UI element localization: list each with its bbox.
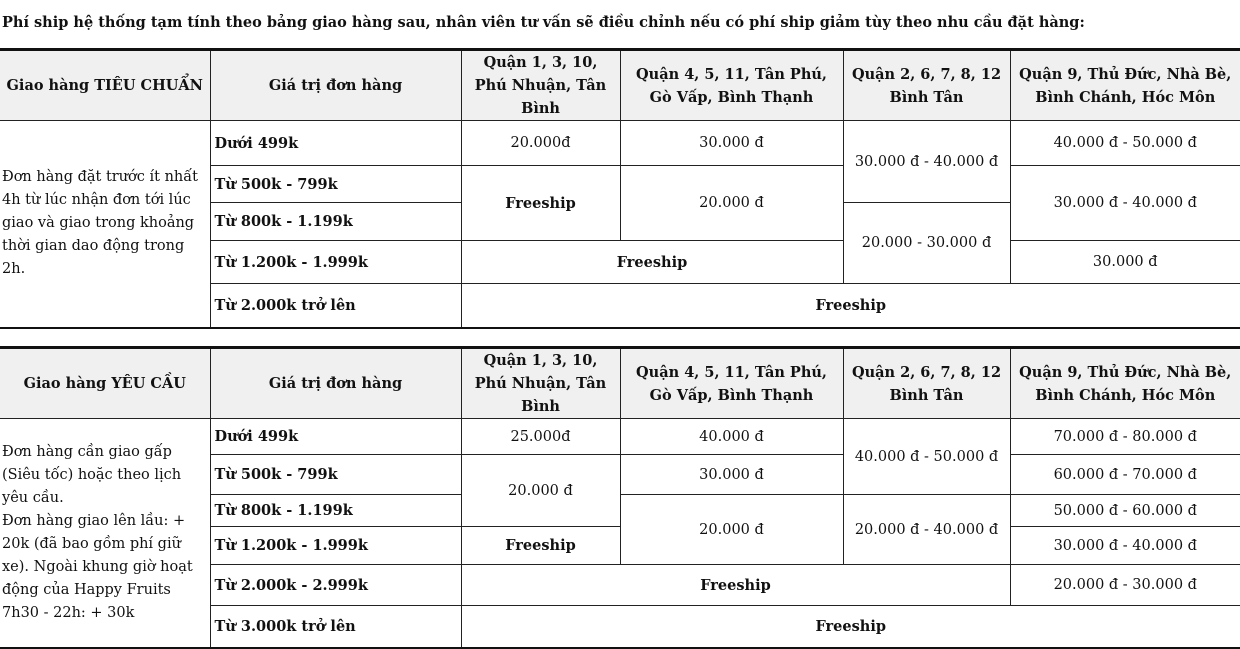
shipping-fee-cell: 60.000 đ - 70.000 đ <box>1009 454 1240 495</box>
order-value-range: Từ 1.200k - 1.999k <box>209 526 462 565</box>
table-row: Đơn hàng cần giao gấp (Siêu tốc) hoặc th… <box>0 418 1240 648</box>
shipping-fee-cell: Freeship <box>460 283 1240 328</box>
standard-delivery-table: Giao hàng TIÊU CHUẨN Giá trị đơn hàng Quận… <box>0 48 1240 329</box>
table-row: Đơn hàng đặt trước ít nhất 4h từ lúc nhậ… <box>0 120 1240 328</box>
column-header: Quận 2, 6, 7, 8, 12 Bình Tân <box>842 49 1011 121</box>
column-header: Giao hàng YÊU CẦU <box>0 347 211 419</box>
shipping-fee-cell: 40.000 đ - 50.000 đ <box>1009 120 1240 166</box>
shipping-fee-cell: 50.000 đ - 60.000 đ <box>1009 494 1240 527</box>
shipping-fee-cell: 20.000đ <box>460 120 621 166</box>
delivery-description: Đơn hàng đặt trước ít nhất 4h từ lúc nhậ… <box>0 120 211 328</box>
column-header: Quận 2, 6, 7, 8, 12 Bình Tân <box>842 347 1011 419</box>
table-row: Từ 1.200k - 1.999k Freeship 30.000 đ <box>0 240 1240 284</box>
column-header: Quận 9, Thủ Đức, Nhà Bè, Bình Chánh, Hóc… <box>1009 49 1240 121</box>
shipping-fee-cell: 20.000 đ - 40.000 đ <box>842 494 1011 565</box>
shipping-fee-cell: 40.000 đ - 50.000 đ <box>842 418 1011 495</box>
order-value-range: Từ 3.000k trở lên <box>209 605 462 648</box>
table-row: Từ 800k - 1.199k 20.000 đ 20.000 đ - 40.00… <box>0 494 1240 565</box>
shipping-fee-cell: Freeship <box>460 605 1240 648</box>
table-row: Từ 500k - 799k 20.000 đ 30.000 đ 60.000 đ -… <box>0 454 1240 527</box>
order-value-range: Từ 2.000k - 2.999k <box>209 564 462 606</box>
order-value-range: Từ 800k - 1.199k <box>209 494 462 527</box>
column-header: Quận 4, 5, 11, Tân Phú, Gò Vấp, Bình Thạ… <box>619 347 844 419</box>
shipping-fee-cell: Freeship <box>460 240 844 284</box>
shipping-fee-cell: 20.000 đ <box>619 494 844 565</box>
shipping-fee-cell: 30.000 đ - 40.000 đ <box>1009 526 1240 565</box>
column-header: Giá trị đơn hàng <box>209 347 462 419</box>
shipping-fee-cell: 30.000 đ <box>619 454 844 495</box>
column-header: Quận 4, 5, 11, Tân Phú, Gò Vấp, Bình Thạ… <box>619 49 844 121</box>
order-value-range: Từ 500k - 799k <box>209 165 462 203</box>
shipping-fee-cell: 20.000 đ <box>619 165 844 241</box>
column-header: Giao hàng TIÊU CHUẨN <box>0 49 211 121</box>
table-row: Từ 2.000k trở lên Freeship <box>0 283 1240 328</box>
shipping-fee-cell: 25.000đ <box>460 418 621 455</box>
shipping-fee-cell: Freeship <box>460 526 621 565</box>
shipping-fee-cell: 30.000 đ - 40.000 đ <box>842 120 1011 203</box>
table-row: Từ 1.200k - 1.999k Freeship 30.000 đ - 40.… <box>0 526 1240 565</box>
column-header: Giá trị đơn hàng <box>209 49 462 121</box>
shipping-fee-cell: 30.000 đ <box>619 120 844 166</box>
on-demand-delivery-table: Giao hàng YÊU CẦU Giá trị đơn hàng Quận 1,… <box>0 346 1240 649</box>
order-value-range: Từ 2.000k trở lên <box>209 283 462 328</box>
shipping-fee-cell: 20.000 đ - 30.000 đ <box>1009 564 1240 606</box>
shipping-fee-cell: Freeship <box>460 165 621 241</box>
shipping-fee-cell: 40.000 đ <box>619 418 844 455</box>
column-header: Quận 1, 3, 10, Phú Nhuận, Tân Bình <box>460 347 621 419</box>
shipping-fee-cell: 30.000 đ - 40.000 đ <box>1009 165 1240 241</box>
header-row: Giao hàng TIÊU CHUẨN Giá trị đơn hàng Quận… <box>0 49 1240 121</box>
column-header: Quận 1, 3, 10, Phú Nhuận, Tân Bình <box>460 49 621 121</box>
order-value-range: Dưới 499k <box>209 418 462 455</box>
order-value-range: Từ 800k - 1.199k <box>209 202 462 241</box>
order-value-range: Từ 1.200k - 1.999k <box>209 240 462 284</box>
order-value-range: Dưới 499k <box>209 120 462 166</box>
header-row: Giao hàng YÊU CẦU Giá trị đơn hàng Quận 1,… <box>0 347 1240 419</box>
shipping-fee-cell: Freeship <box>460 564 1011 606</box>
shipping-fee-cell: 30.000 đ <box>1009 240 1240 284</box>
delivery-description: Đơn hàng cần giao gấp (Siêu tốc) hoặc th… <box>0 418 211 648</box>
order-value-range: Từ 500k - 799k <box>209 454 462 495</box>
shipping-fee-cell: 70.000 đ - 80.000 đ <box>1009 418 1240 455</box>
column-header: Quận 9, Thủ Đức, Nhà Bè, Bình Chánh, Hóc… <box>1009 347 1240 419</box>
shipping-fee-cell: 20.000 đ <box>460 454 621 527</box>
intro-text: Phí ship hệ thống tạm tính theo bảng gia… <box>2 14 1085 31</box>
shipping-fee-cell: 20.000 - 30.000 đ <box>842 202 1010 284</box>
